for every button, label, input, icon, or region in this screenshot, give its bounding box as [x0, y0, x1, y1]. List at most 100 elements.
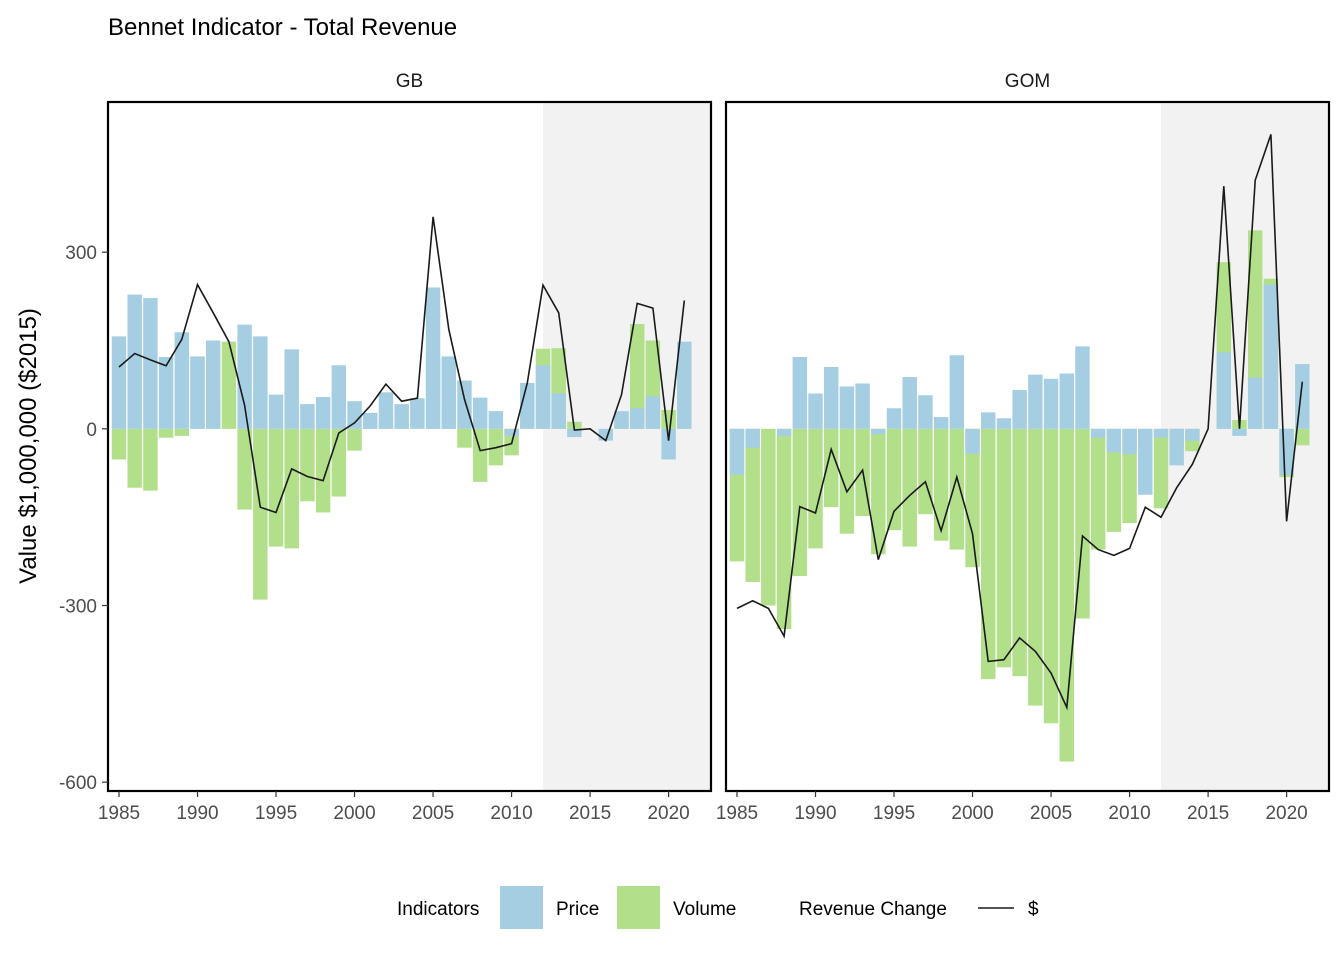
volume-bar [1043, 428, 1059, 724]
price-bar [535, 365, 551, 429]
volume-bar [1295, 428, 1310, 446]
volume-bar [472, 428, 488, 482]
y-tick-label: -600 [59, 773, 97, 794]
price-bar [143, 298, 158, 429]
price-bar [315, 397, 331, 429]
price-bar [729, 428, 745, 475]
legend-title-revenue: Revenue Change [799, 899, 947, 920]
price-bar [158, 356, 174, 429]
volume-bar [933, 428, 949, 541]
price-bar [284, 349, 299, 429]
price-bar [965, 428, 980, 454]
volume-bar [661, 409, 676, 429]
price-bar [363, 412, 378, 429]
price-bar [933, 417, 949, 429]
price-bar [776, 428, 792, 436]
price-bar [378, 392, 394, 429]
volume-bar [253, 428, 268, 600]
price-bar [1185, 428, 1200, 441]
volume-bar [158, 428, 174, 438]
panel-title: GOM [1005, 71, 1050, 92]
price-bar [190, 356, 205, 429]
x-tick-label: 2010 [490, 803, 532, 824]
price-bar [457, 380, 472, 429]
volume-bar [1090, 428, 1106, 550]
volume-bar [457, 428, 472, 448]
volume-bar [871, 428, 886, 555]
volume-bar [237, 428, 252, 510]
price-bar [661, 428, 676, 460]
price-bar [677, 341, 692, 429]
volume-bar [1153, 428, 1169, 509]
volume-bar [949, 428, 965, 550]
price-bar [1138, 428, 1153, 495]
price-bar [1028, 374, 1043, 429]
revenue-line [736, 134, 1304, 711]
x-tick-label: 2000 [333, 803, 375, 824]
volume-bar [1106, 428, 1122, 532]
volume-bar [1059, 428, 1074, 762]
facet-panels: GB 1985 1990 1995 2000 2005 2010 2015 2020 -600 -3… [59, 71, 1331, 824]
price-bar [839, 386, 855, 429]
price-bar [1153, 428, 1169, 438]
price-bar [1059, 373, 1074, 429]
price-bar [1090, 428, 1106, 438]
price-bar [520, 382, 535, 429]
price-bar [949, 355, 965, 429]
price-bar [598, 428, 614, 441]
price-bar [1295, 364, 1310, 429]
price-bar [1043, 378, 1059, 429]
volume-bar [965, 428, 980, 568]
x-tick-label: 2015 [1187, 803, 1229, 824]
volume-bar [823, 428, 839, 508]
volume-bar [143, 428, 158, 491]
price-bar [918, 395, 933, 429]
price-bar [205, 340, 221, 429]
price-bar [111, 336, 127, 429]
shaded-region [542, 102, 711, 791]
price-bar [745, 428, 760, 448]
volume-bar [315, 428, 331, 513]
price-bar [1232, 428, 1247, 436]
volume-bar [347, 428, 362, 451]
price-bar [567, 428, 582, 438]
price-bar [1247, 377, 1263, 429]
price-bar [1169, 428, 1184, 466]
y-tick-label: 300 [65, 243, 97, 264]
price-bar [808, 393, 823, 429]
legend-label-volume: Volume [673, 899, 736, 920]
volume-bar [839, 428, 855, 534]
volume-bar [902, 428, 917, 547]
volume-bar [996, 428, 1012, 668]
price-bar [331, 365, 347, 429]
price-bar [237, 324, 252, 429]
price-bar [823, 367, 839, 429]
volume-bar [127, 428, 142, 488]
volume-bar [284, 428, 299, 549]
y-axis-label: Value $1,000,000 ($2015) [15, 308, 42, 584]
price-bar [629, 408, 645, 429]
panel-gb: GB 1985 1990 1995 2000 2005 2010 2015 2020 -600 -3… [59, 71, 713, 824]
price-bar [472, 397, 488, 429]
volume-bar [300, 428, 315, 502]
x-tick-label: 1990 [176, 803, 218, 824]
price-bar [347, 401, 362, 429]
volume-bar [776, 428, 792, 630]
price-bar [127, 294, 142, 429]
volume-bar [221, 341, 237, 429]
price-bar [268, 394, 284, 429]
price-bar [886, 408, 902, 429]
volume-bar [981, 428, 996, 680]
price-bar [902, 377, 917, 429]
revenue-line [118, 216, 686, 514]
x-tick-label: 2000 [951, 803, 993, 824]
price-bar [792, 356, 808, 429]
legend: Indicators Price Volume Revenue Change $ [397, 886, 1039, 929]
legend-key-volume [617, 886, 660, 929]
price-bar [871, 428, 886, 435]
volume-bar [745, 428, 760, 582]
volume-bar [1012, 428, 1027, 677]
price-bar [1106, 428, 1122, 453]
price-bar [1263, 284, 1279, 429]
